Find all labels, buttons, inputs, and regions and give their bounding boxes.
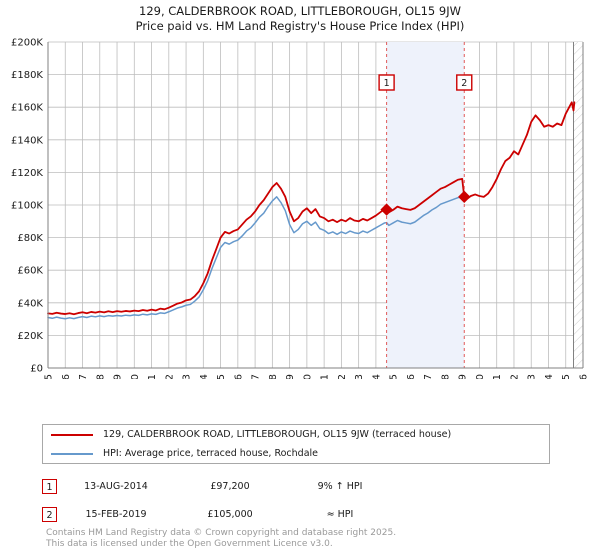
svg-text:1: 1 <box>384 78 390 89</box>
chart-legend: 129, CALDERBROOK ROAD, LITTLEBOROUGH, OL… <box>42 424 550 464</box>
svg-text:2023: 2023 <box>527 374 538 379</box>
svg-text:2: 2 <box>461 78 467 89</box>
page-title: 129, CALDERBROOK ROAD, LITTLEBOROUGH, OL… <box>139 4 461 18</box>
transaction-date-2: 15-FEB-2019 <box>85 508 147 520</box>
svg-text:2005: 2005 <box>216 374 227 379</box>
data-series-lines <box>47 101 576 320</box>
y-axis-tick-labels: £0 £20K £40K £60K £80K £100K £120K £140K £160K £1… <box>11 38 43 375</box>
legend-swatch-hpi <box>51 452 93 455</box>
page-subtitle: Price paid vs. HM Land Registry's House … <box>135 19 465 33</box>
transaction-hpi-delta-1: 9% ↑ HPI <box>317 480 363 492</box>
axis-lines <box>47 42 584 369</box>
svg-text:2021: 2021 <box>492 374 503 379</box>
transaction-hpi-delta-2: ≈ HPI <box>326 508 354 520</box>
svg-text:£180K: £180K <box>11 70 43 81</box>
svg-text:2008: 2008 <box>268 374 279 379</box>
legend-label-hpi: HPI: Average price, terraced house, Roch… <box>103 448 319 459</box>
svg-text:2025: 2025 <box>561 374 572 379</box>
svg-text:2024: 2024 <box>544 374 555 379</box>
svg-text:£140K: £140K <box>11 135 43 146</box>
chart-title-block: 129, CALDERBROOK ROAD, LITTLEBOROUGH, OL… <box>0 4 600 34</box>
svg-text:2000: 2000 <box>130 374 141 379</box>
transaction-index-badge-1: 1 <box>42 478 57 494</box>
svg-text:2001: 2001 <box>147 374 158 379</box>
transaction-index-badge-2: 2 <box>42 506 57 522</box>
table-row: 2 15-FEB-2019 £105,000 ≈ HPI <box>42 500 462 528</box>
svg-text:2002: 2002 <box>164 374 175 379</box>
legend-item-price-paid: 129, CALDERBROOK ROAD, LITTLEBOROUGH, OL… <box>43 425 549 444</box>
svg-text:2007: 2007 <box>251 374 262 379</box>
footer-copyright-line: Contains HM Land Registry data © Crown c… <box>46 528 397 538</box>
transaction-date-1: 13-AUG-2014 <box>84 480 148 492</box>
svg-text:2011: 2011 <box>320 374 331 379</box>
svg-text:2014: 2014 <box>371 374 382 379</box>
svg-text:1998: 1998 <box>95 374 106 379</box>
svg-text:2020: 2020 <box>475 374 486 379</box>
svg-text:2018: 2018 <box>440 374 451 379</box>
ownership-period-shading <box>386 42 465 368</box>
svg-text:2004: 2004 <box>199 374 210 379</box>
svg-text:2019: 2019 <box>458 374 469 379</box>
svg-text:£160K: £160K <box>11 103 43 114</box>
svg-text:£200K: £200K <box>11 38 43 49</box>
transactions-table: 1 13-AUG-2014 £97,200 9% ↑ HPI 2 15-FEB-… <box>42 472 462 528</box>
svg-text:2016: 2016 <box>406 374 417 379</box>
svg-text:£0: £0 <box>30 364 43 375</box>
svg-text:2003: 2003 <box>182 374 193 379</box>
transaction-marker-dots <box>380 190 471 216</box>
svg-text:£40K: £40K <box>17 298 43 309</box>
svg-text:1997: 1997 <box>78 374 89 379</box>
svg-text:2006: 2006 <box>233 374 244 379</box>
table-row: 1 13-AUG-2014 £97,200 9% ↑ HPI <box>42 472 462 500</box>
svg-text:£20K: £20K <box>17 331 43 342</box>
svg-text:1995: 1995 <box>44 374 55 379</box>
svg-text:£100K: £100K <box>11 201 43 212</box>
future-hatched-region <box>573 42 583 368</box>
legend-swatch-price-paid <box>51 433 93 436</box>
svg-text:2026: 2026 <box>579 374 590 379</box>
svg-text:2012: 2012 <box>337 374 348 379</box>
svg-text:2013: 2013 <box>354 374 365 379</box>
svg-text:£60K: £60K <box>17 266 43 277</box>
legend-item-hpi: HPI: Average price, terraced house, Roch… <box>43 444 549 463</box>
svg-text:2022: 2022 <box>509 374 520 379</box>
footer-licence-line: This data is licensed under the Open Gov… <box>46 539 333 549</box>
svg-text:£80K: £80K <box>17 233 43 244</box>
svg-text:2015: 2015 <box>389 374 400 379</box>
attribution-footer: Contains HM Land Registry data © Crown c… <box>46 528 586 550</box>
svg-text:2017: 2017 <box>423 374 434 379</box>
transaction-price-1: £97,200 <box>210 480 250 492</box>
svg-text:2010: 2010 <box>302 374 313 379</box>
svg-text:1999: 1999 <box>113 374 124 379</box>
transaction-price-2: £105,000 <box>207 508 253 520</box>
svg-text:£120K: £120K <box>11 168 43 179</box>
svg-text:1996: 1996 <box>61 374 72 379</box>
x-axis-tick-labels: 1995 1996 1997 1998 1999 2000 2001 2002 2003 2004… <box>44 374 590 379</box>
legend-label-price-paid: 129, CALDERBROOK ROAD, LITTLEBOROUGH, OL… <box>103 429 452 440</box>
